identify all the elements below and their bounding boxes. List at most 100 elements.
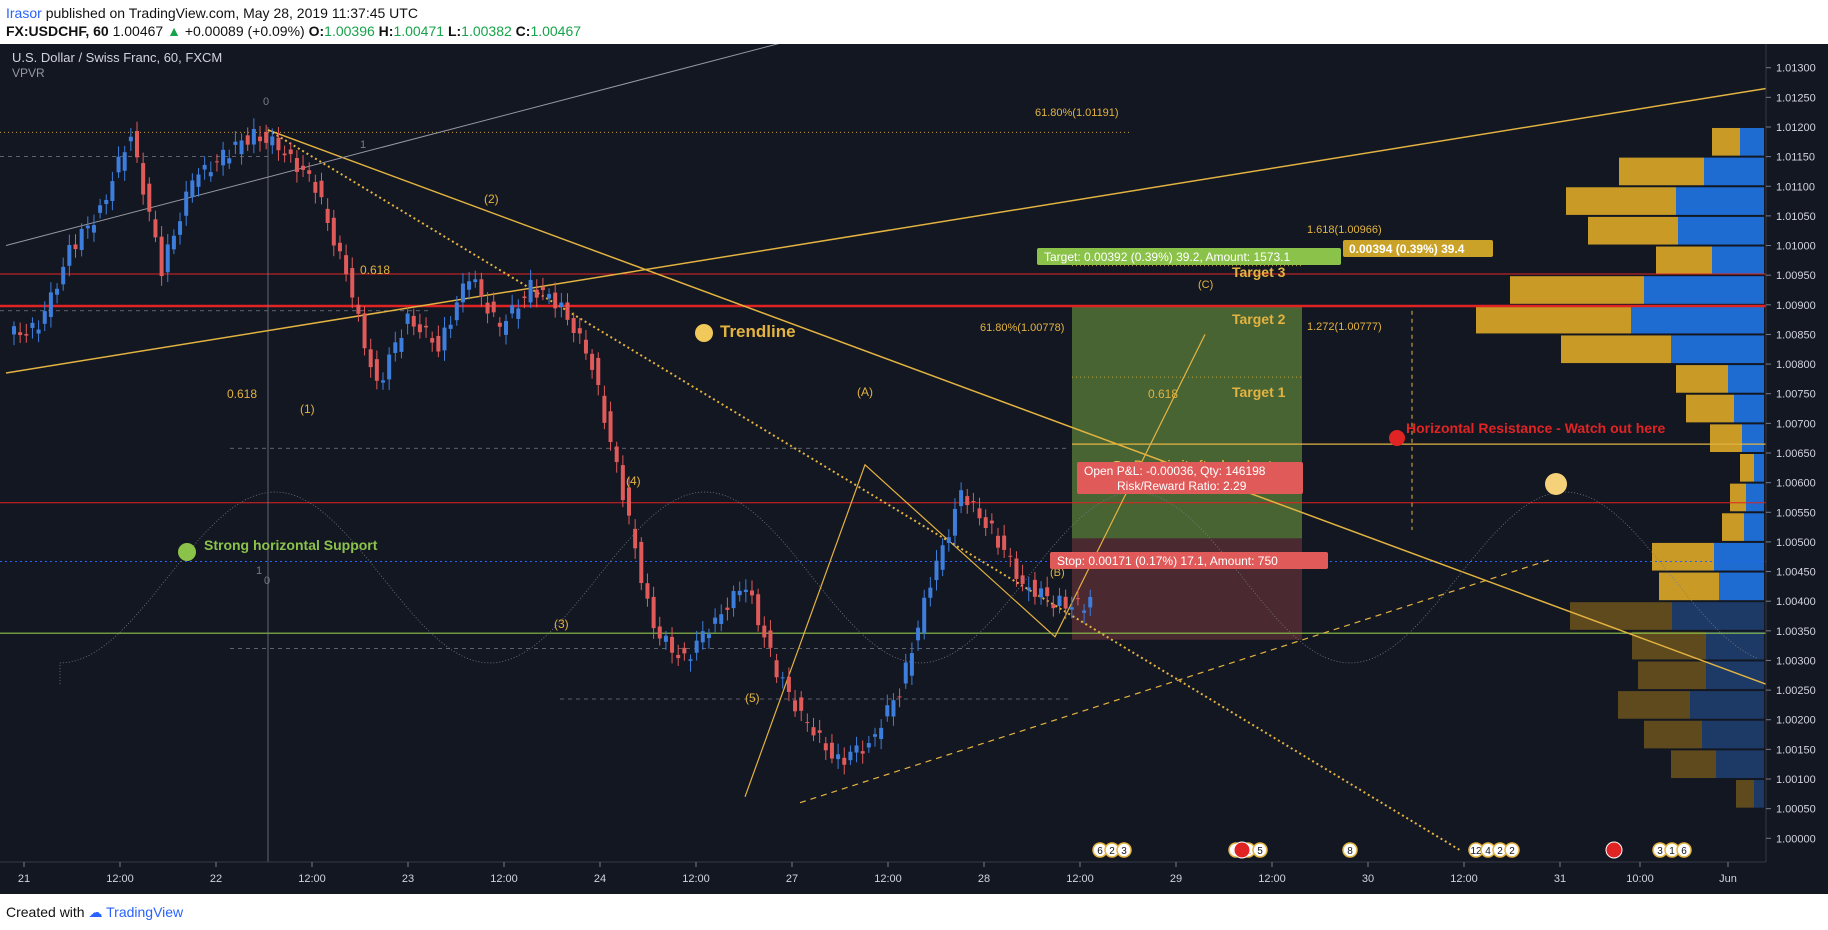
target-diff-box[interactable] <box>1343 240 1493 257</box>
fib-618-top: 61.80%(1.01191) <box>1035 107 1119 119</box>
volume-profile <box>1476 127 1764 808</box>
indicator-label[interactable]: VPVR <box>12 66 45 80</box>
candle-body <box>737 590 742 596</box>
fib-zero-label: 0 <box>263 96 269 108</box>
support-label: Strong horizontal Support <box>204 537 378 553</box>
vp-sell-bar <box>1704 157 1764 186</box>
y-tick-label: 1.00500 <box>1776 537 1816 549</box>
candle-body <box>301 165 306 170</box>
candle-body <box>196 174 201 187</box>
candle-body <box>860 751 865 754</box>
created-with-text: Created with <box>6 904 85 920</box>
candle-body <box>319 180 324 198</box>
candle-body <box>24 334 29 336</box>
candle-body <box>903 662 908 684</box>
candle-body <box>977 508 982 519</box>
trendline-label: Trendline <box>720 322 796 341</box>
wave-5-label: (5) <box>745 691 760 705</box>
symbol-label[interactable]: FX:USDCHF, 60 <box>6 23 109 39</box>
candle-body <box>657 626 662 639</box>
vp-buy-bar <box>1659 572 1719 601</box>
event-badge-count: 6 <box>1097 846 1103 857</box>
vp-buy-bar <box>1710 424 1742 452</box>
candle-body <box>743 589 748 593</box>
candle-body <box>1032 579 1037 597</box>
fib-1272: 1.272(1.00777) <box>1307 321 1382 333</box>
candle-body <box>547 294 552 299</box>
breakout-marker <box>1545 473 1567 495</box>
vp-sell-bar <box>1746 483 1764 512</box>
event-flag-icon <box>1233 841 1251 859</box>
candle-body <box>516 308 521 319</box>
candle-body <box>1020 575 1025 584</box>
target-box[interactable] <box>1037 248 1341 265</box>
fib-zero-lower: 0 <box>264 575 270 587</box>
candle-body <box>528 279 533 303</box>
candle-body <box>442 327 447 351</box>
x-tick-label: 24 <box>594 873 606 885</box>
candle-body <box>227 158 232 164</box>
candle-body <box>91 225 96 233</box>
fib-one-lower: 1 <box>256 565 262 577</box>
x-tick-label: 12:00 <box>1450 873 1478 885</box>
candle-body <box>928 587 933 598</box>
candle-body <box>36 329 41 334</box>
event-badge <box>1342 842 1358 858</box>
candle-body <box>85 225 90 229</box>
candle-body <box>522 296 527 299</box>
rising-channel-line <box>5 87 1767 374</box>
y-tick-label: 1.00200 <box>1776 715 1816 727</box>
wave-b-label: (B) <box>1050 567 1065 579</box>
vp-sell-bar <box>1716 750 1764 779</box>
vp-buy-bar <box>1730 483 1746 512</box>
candle-body <box>719 614 724 624</box>
event-badge-count: 3 <box>1121 846 1127 857</box>
y-tick-label: 1.00850 <box>1776 329 1816 341</box>
vp-sell-bar <box>1734 394 1764 423</box>
vp-buy-bar <box>1588 216 1678 245</box>
stop-box[interactable] <box>1050 552 1328 569</box>
candle-body <box>996 535 1000 548</box>
candle-body <box>98 205 103 213</box>
target-2-label: Target 2 <box>1232 311 1286 327</box>
candle-body <box>116 156 121 173</box>
event-badge-count: 1 <box>1669 846 1675 857</box>
candle-body <box>534 289 539 298</box>
candle-body <box>959 490 964 507</box>
event-badge <box>1676 842 1692 858</box>
tradingview-link[interactable]: TradingView <box>106 904 184 920</box>
author-link[interactable]: Irasor <box>6 5 42 21</box>
x-tick-label: 29 <box>1170 873 1182 885</box>
pnl-box[interactable] <box>1077 462 1303 494</box>
candle-body <box>602 395 607 423</box>
open-label: O: <box>308 23 325 39</box>
candle-body <box>694 640 699 653</box>
vp-sell-bar <box>1672 602 1764 630</box>
candle-body <box>571 318 576 333</box>
event-badge-count: 5 <box>1257 846 1263 857</box>
x-tick-label: 12:00 <box>682 873 710 885</box>
y-tick-label: 1.00350 <box>1776 626 1816 638</box>
y-tick-label: 1.00800 <box>1776 359 1816 371</box>
price-chart[interactable]: 1.009521.008981.008951.006651.005661.005… <box>0 44 1828 894</box>
chart-header: Irasor published on TradingView.com, May… <box>0 0 1828 44</box>
candle-body <box>989 520 994 524</box>
candle-body <box>147 183 152 212</box>
wave-c-label: (C) <box>1198 279 1213 291</box>
candle-body <box>731 591 736 609</box>
tradingview-logo-icon: ☁ <box>88 904 103 920</box>
vp-sell-bar <box>1754 780 1764 808</box>
y-tick-label: 1.00100 <box>1776 774 1816 786</box>
candle-body <box>756 594 761 626</box>
candle-body <box>823 743 828 751</box>
candle-body <box>688 659 693 661</box>
candle-body <box>682 647 687 654</box>
risk-reward-text: Risk/Reward Ratio: 2.29 <box>1117 479 1247 493</box>
event-badge-count: 12 <box>1470 846 1482 857</box>
candle-body <box>61 266 66 285</box>
y-tick-label: 1.00000 <box>1776 833 1816 845</box>
vp-buy-bar <box>1676 365 1728 393</box>
y-tick-label: 1.01200 <box>1776 122 1816 134</box>
price-change: +0.00089 (+0.09%) <box>184 23 305 39</box>
candle-body <box>909 653 914 676</box>
